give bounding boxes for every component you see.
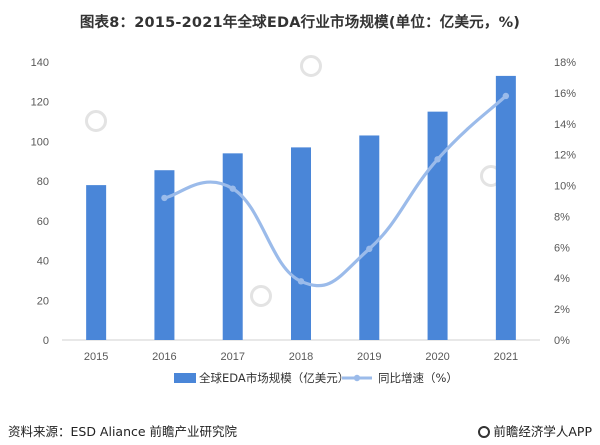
left-axis-tick: 60	[37, 216, 49, 228]
right-axis-tick: 6%	[554, 242, 570, 254]
right-axis-tick: 4%	[554, 273, 570, 285]
right-axis-tick: 0%	[554, 335, 570, 347]
left-axis-tick: 40	[37, 256, 49, 268]
left-axis-tick: 140	[31, 57, 49, 69]
legend-bar-label: 全球EDA市场规模（亿美元）	[199, 371, 349, 385]
x-axis-tick: 2015	[84, 351, 108, 363]
right-axis-tick: 2%	[554, 304, 570, 316]
right-axis-tick: 12%	[554, 150, 576, 162]
bar-2017	[222, 153, 243, 340]
bar-2020	[427, 111, 448, 341]
watermark-logo-icon	[85, 110, 107, 132]
right-axis-tick: 8%	[554, 211, 570, 223]
left-axis-tick: 80	[37, 176, 49, 188]
growth-point-2019	[366, 245, 373, 253]
x-axis-tick: 2019	[357, 351, 381, 363]
growth-point-2016	[161, 194, 168, 202]
x-axis-tick: 2018	[289, 351, 313, 363]
growth-point-2018	[297, 278, 305, 285]
legend-bar-swatch	[174, 373, 196, 383]
bar-2016	[154, 170, 175, 340]
growth-rate-line	[162, 94, 508, 288]
left-axis-tick: 0	[43, 335, 49, 347]
right-axis-tick: 16%	[554, 88, 576, 100]
chart-title: 图表8：2015-2021年全球EDA行业市场规模(单位：亿美元，%)	[79, 15, 521, 31]
x-axis-tick: 2020	[425, 351, 449, 363]
right-axis-tick: 14%	[554, 119, 576, 131]
legend-line-label: 同比增速（%）	[378, 371, 458, 385]
growth-point-2021	[502, 92, 510, 100]
left-axis-tick: 120	[31, 97, 49, 109]
watermark-logo-icon	[300, 55, 322, 77]
x-axis-tick: 2017	[220, 351, 244, 363]
left-axis-tick: 100	[31, 136, 49, 148]
bar-2015	[86, 185, 107, 340]
growth-point-2017	[229, 185, 236, 192]
legend-line-marker	[353, 374, 361, 382]
x-axis-tick: 2021	[494, 351, 518, 363]
brand-logo-icon	[478, 426, 491, 438]
left-axis-tick: 20	[37, 295, 49, 307]
brand-label: 前瞻经济学人APP	[493, 424, 592, 439]
x-axis-tick: 2016	[152, 351, 176, 363]
bar-2018	[291, 147, 311, 340]
source-note: 资料来源：ESD Aliance 前瞻产业研究院	[8, 424, 238, 439]
right-axis-tick: 10%	[554, 181, 576, 193]
right-axis-tick: 18%	[554, 57, 576, 69]
bar-2019	[359, 135, 380, 340]
growth-point-2020	[434, 156, 441, 163]
bar-2021	[495, 75, 516, 341]
watermark-logo-icon	[250, 285, 272, 307]
brand-footer: 前瞻经济学人APP	[478, 421, 592, 440]
